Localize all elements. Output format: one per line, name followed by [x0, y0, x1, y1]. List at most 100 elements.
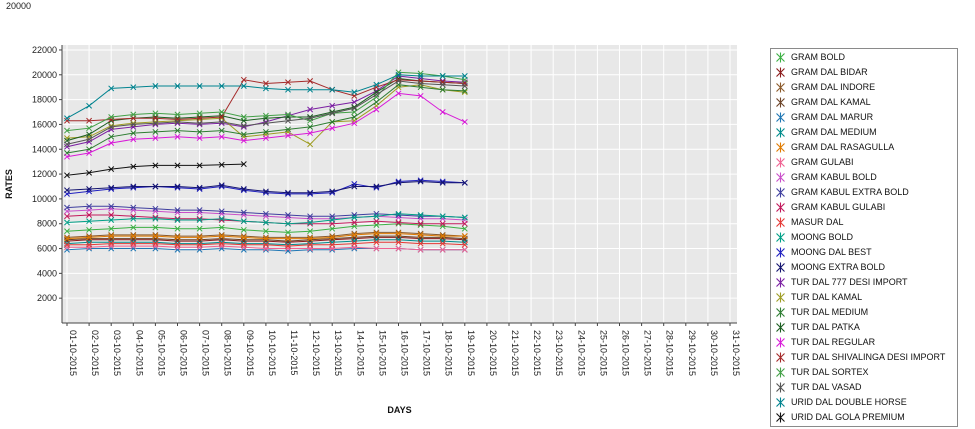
legend-label: GRAM KABUL EXTRA BOLD [791, 187, 909, 197]
x-tick-label: 03-10-2015 [112, 330, 122, 376]
legend-item: TUR DAL SHIVALINGA DESI IMPORT [775, 352, 953, 363]
legend-label: TUR DAL SHIVALINGA DESI IMPORT [791, 352, 946, 362]
legend-marker-icon [776, 247, 785, 258]
legend-item: GRAM DAL INDORE [775, 82, 953, 93]
legend-label: GRAM KABUL BOLD [791, 172, 877, 182]
legend-item: URID DAL GOLA PREMIUM [775, 412, 953, 423]
series-markers [64, 239, 468, 250]
legend-item: TUR DAL VASAD [775, 382, 953, 393]
x-tick-label: 20-10-2015 [488, 330, 498, 376]
legend-label: TUR DAL MEDIUM [791, 307, 869, 317]
legend-label: GRAM DAL RASAGULLA [791, 142, 895, 152]
legend-item: URID DAL DOUBLE HORSE [775, 397, 953, 408]
cropped-axis-label-fragment: 20000 [6, 1, 32, 11]
legend-marker-icon [776, 82, 785, 93]
y-tick-label: 14000 [32, 144, 57, 154]
legend-label: URID DAL GOLA PREMIUM [791, 412, 905, 422]
legend-item: MOONG DAL BEST [775, 247, 953, 258]
legend-label: TUR DAL KAMAL [791, 292, 863, 302]
y-axis-title: RATES [4, 169, 14, 199]
legend-item: MOONG EXTRA BOLD [775, 262, 953, 273]
x-tick-label: 07-10-2015 [201, 330, 211, 376]
x-tick-label: 13-10-2015 [333, 330, 343, 376]
series-markers [64, 220, 468, 236]
x-tick-label: 27-10-2015 [643, 330, 653, 376]
legend-label: GRAM BOLD [791, 52, 846, 62]
legend-marker-icon [776, 232, 785, 243]
legend-item: TUR DAL KAMAL [775, 292, 953, 303]
x-tick-label: 30-10-2015 [709, 330, 719, 376]
series-markers [64, 178, 468, 196]
x-tick-label: 17-10-2015 [422, 330, 432, 376]
legend-label: GRAM KABUL GULABI [791, 202, 886, 212]
x-tick-label: 26-10-2015 [621, 330, 631, 376]
legend-label: GRAM DAL KAMAL [791, 97, 871, 107]
y-tick-label: 16000 [32, 119, 57, 129]
legend-marker-icon [776, 142, 785, 153]
x-tick-label: 08-10-2015 [223, 330, 233, 376]
legend-marker-icon [776, 397, 785, 408]
legend-marker-icon [776, 67, 785, 78]
series-markers [64, 90, 468, 160]
legend-label: MOONG EXTRA BOLD [791, 262, 886, 272]
legend-item: GRAM KABUL GULABI [775, 202, 953, 213]
chart-legend: GRAM BOLD GRAM DAL BIDAR GRAM DAL INDORE GR… [770, 48, 958, 427]
legend-label: TUR DAL 777 DESI IMPORT [791, 277, 908, 287]
legend-marker-icon [776, 127, 785, 138]
x-tick-label: 04-10-2015 [134, 330, 144, 376]
legend-label: URID DAL DOUBLE HORSE [791, 397, 907, 407]
x-tick-label: 24-10-2015 [576, 330, 586, 376]
x-tick-label: 09-10-2015 [245, 330, 255, 376]
legend-marker-icon [776, 367, 785, 378]
x-tick-label: 02-10-2015 [90, 330, 100, 376]
legend-marker-icon [776, 307, 785, 318]
legend-label: TUR DAL SORTEX [791, 367, 869, 377]
series-markers [64, 233, 468, 245]
x-tick-label: 29-10-2015 [687, 330, 697, 376]
x-tick-label: 22-10-2015 [532, 330, 542, 376]
legend-item: GRAM GULABI [775, 157, 953, 168]
legend-label: GRAM DAL INDORE [791, 82, 876, 92]
legend-label: TUR DAL VASAD [791, 382, 862, 392]
x-tick-label: 15-10-2015 [377, 330, 387, 376]
y-tick-label: 18000 [32, 95, 57, 105]
x-tick-label: 19-10-2015 [466, 330, 476, 376]
legend-item: GRAM DAL KAMAL [775, 97, 953, 108]
legend-label: TUR DAL PATKA [791, 322, 860, 332]
x-tick-label: 16-10-2015 [400, 330, 410, 376]
legend-item: MASUR DAL [775, 217, 953, 228]
legend-marker-icon [776, 112, 785, 123]
legend-marker-icon [776, 352, 785, 363]
legend-marker-icon [776, 277, 785, 288]
legend-label: MOONG BOLD [791, 232, 854, 242]
legend-label: MOONG DAL BEST [791, 247, 872, 257]
y-tick-label: 4000 [37, 268, 57, 278]
series-markers [64, 81, 468, 156]
series-markers [64, 203, 468, 221]
legend-item: GRAM DAL BIDAR [775, 67, 953, 78]
legend-marker-icon [776, 217, 785, 228]
legend-marker-icon [776, 172, 785, 183]
x-tick-label: 28-10-2015 [665, 330, 675, 376]
series-markers [64, 161, 247, 179]
y-tick-label: 10000 [32, 194, 57, 204]
x-tick-label: 12-10-2015 [311, 330, 321, 376]
y-tick-label: 2000 [37, 293, 57, 303]
legend-item: TUR DAL REGULAR [775, 337, 953, 348]
series-markers [64, 234, 468, 246]
y-tick-label: 22000 [32, 45, 57, 55]
x-tick-label: 05-10-2015 [156, 330, 166, 376]
series-markers [64, 78, 468, 148]
legend-marker-icon [776, 382, 785, 393]
series-markers [64, 236, 468, 248]
legend-label: GRAM DAL MARUR [791, 112, 874, 122]
y-tick-label: 20000 [32, 70, 57, 80]
legend-marker-icon [776, 412, 785, 423]
legend-item: GRAM KABUL BOLD [775, 172, 953, 183]
legend-marker-icon [776, 52, 785, 63]
legend-item: GRAM DAL RASAGULLA [775, 142, 953, 153]
legend-marker-icon [776, 97, 785, 108]
y-tick-label: 12000 [32, 169, 57, 179]
legend-item: GRAM DAL MARUR [775, 112, 953, 123]
rates-line-chart: 2000 4000 6000 8000 10000 12000 14000 16000 1800… [4, 45, 741, 415]
